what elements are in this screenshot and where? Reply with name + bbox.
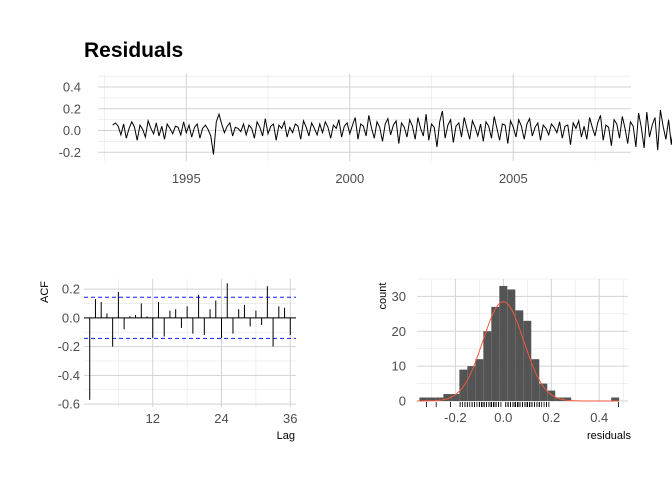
- histogram-bar: [467, 366, 476, 401]
- histogram-bars: [419, 285, 620, 401]
- x-tick-label: 0.4: [590, 410, 608, 425]
- y-tick-label: -0.4: [58, 368, 80, 383]
- acf-y-axis-label: ACF: [39, 281, 51, 303]
- histogram-bar: [531, 359, 540, 401]
- histogram-panel: 0 10 20 30 -0.2 0.0 0.2 0.4 count residuals: [377, 278, 632, 442]
- x-tick-label: 24: [214, 411, 228, 426]
- histogram-bar: [547, 390, 556, 401]
- acf-panel: -0.6 -0.4 -0.2 0.0 0.2 12 24 36 ACF Lag: [39, 279, 298, 442]
- x-tick-label: 2000: [335, 171, 364, 186]
- y-tick-label: -0.6: [58, 397, 80, 412]
- histogram-x-ticks: -0.2 0.0 0.2 0.4: [444, 410, 608, 425]
- histogram-bar: [475, 359, 484, 401]
- y-tick-label: 0.2: [63, 101, 81, 116]
- y-tick-label: 0.0: [63, 123, 81, 138]
- residual-series-y-ticks: -0.2 0.0 0.2 0.4: [59, 80, 81, 160]
- acf-y-ticks: -0.6 -0.4 -0.2 0.0 0.2: [58, 282, 80, 412]
- x-tick-label: 1995: [172, 171, 201, 186]
- x-tick-label: 36: [283, 411, 297, 426]
- y-tick-label: 0: [399, 394, 406, 409]
- x-tick-label: -0.2: [444, 410, 466, 425]
- x-tick-label: 0.2: [542, 410, 560, 425]
- histogram-bar: [515, 310, 524, 401]
- residual-series-x-ticks: 1995 2000 2005: [172, 171, 528, 186]
- histogram-bar: [419, 397, 428, 401]
- histogram-bar: [523, 320, 532, 401]
- histogram-bar: [507, 289, 516, 401]
- histogram-bar: [427, 397, 436, 401]
- acf-bars: [89, 283, 291, 400]
- histogram-bar: [451, 394, 460, 401]
- histogram-bar: [499, 285, 508, 401]
- acf-x-axis-label: Lag: [277, 430, 295, 442]
- histogram-bar: [443, 394, 452, 401]
- histogram-y-axis-label: count: [377, 283, 389, 310]
- y-tick-label: 0.0: [62, 310, 80, 325]
- histogram-bar: [483, 331, 492, 401]
- y-tick-label: 20: [392, 324, 406, 339]
- histogram-bar: [611, 397, 620, 401]
- y-tick-label: 10: [392, 359, 406, 374]
- y-tick-label: -0.2: [59, 145, 81, 160]
- y-tick-label: 0.4: [63, 80, 81, 95]
- x-tick-label: 12: [146, 411, 160, 426]
- histogram-bar: [555, 397, 564, 401]
- acf-x-ticks: 12 24 36: [146, 411, 298, 426]
- histogram-x-axis-label: residuals: [587, 430, 632, 442]
- y-tick-label: 0.2: [62, 282, 80, 297]
- histogram-rug: [426, 402, 619, 407]
- histogram-bar: [491, 306, 500, 401]
- x-tick-label: 2005: [499, 171, 528, 186]
- y-tick-label: 30: [392, 289, 406, 304]
- histogram-bar: [459, 369, 468, 401]
- histogram-bar: [563, 397, 572, 401]
- histogram-bar: [435, 397, 444, 401]
- y-tick-label: -0.2: [58, 339, 80, 354]
- figure-title: Residuals: [84, 39, 183, 62]
- histogram-y-ticks: 0 10 20 30: [392, 289, 406, 409]
- residual-series-line: [112, 109, 672, 155]
- histogram-normal-curve: [417, 301, 619, 402]
- residual-series-panel: -0.2 0.0 0.2 0.4 1995 2000 2005: [59, 74, 672, 186]
- histogram-bar: [539, 383, 548, 401]
- x-tick-label: 0.0: [494, 410, 512, 425]
